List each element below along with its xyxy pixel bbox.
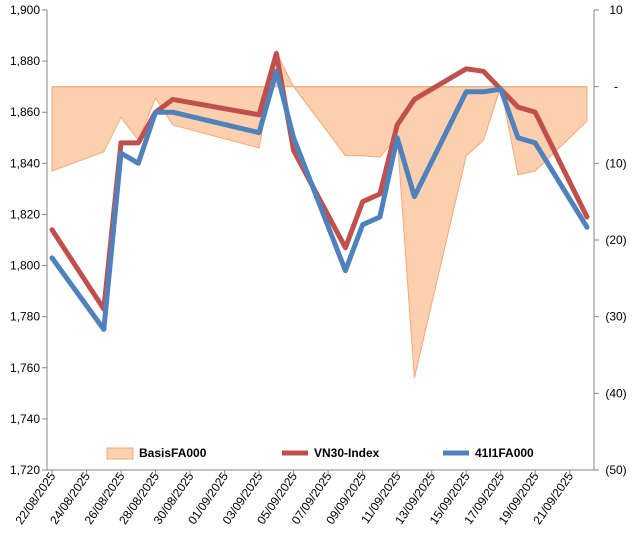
y-left-tick-label: 1,800	[10, 259, 40, 273]
legend: BasisFA000 VN30-Index 41I1FA000	[107, 446, 534, 460]
legend-swatch-basisfa000	[107, 448, 133, 459]
y-left-tick-label: 1,900	[10, 3, 40, 17]
y-right-tick-label: -	[614, 80, 618, 94]
y-left-tick-label: 1,720	[10, 463, 40, 477]
y-right-tick-label: (50)	[605, 463, 626, 477]
legend-label-basisfa000: BasisFA000	[139, 446, 207, 460]
y-left-tick-label: 1,820	[10, 207, 40, 221]
y-right-tick-label: (30)	[605, 310, 626, 324]
y-left-tick-label: 1,740	[10, 412, 40, 426]
legend-label-41i1fa000: 41I1FA000	[475, 446, 534, 460]
y-left-tick-label: 1,860	[10, 105, 40, 119]
y-right-tick-label: (10)	[605, 156, 626, 170]
y-right-tick-label: 10	[609, 3, 623, 17]
y-left-tick-label: 1,880	[10, 54, 40, 68]
y-left-tick-label: 1,760	[10, 361, 40, 375]
y-left-tick-label: 1,840	[10, 156, 40, 170]
y-left-tick-label: 1,780	[10, 310, 40, 324]
legend-label-vn30-index: VN30-Index	[314, 446, 380, 460]
y-right-tick-label: (40)	[605, 386, 626, 400]
y-right-tick-label: (20)	[605, 233, 626, 247]
